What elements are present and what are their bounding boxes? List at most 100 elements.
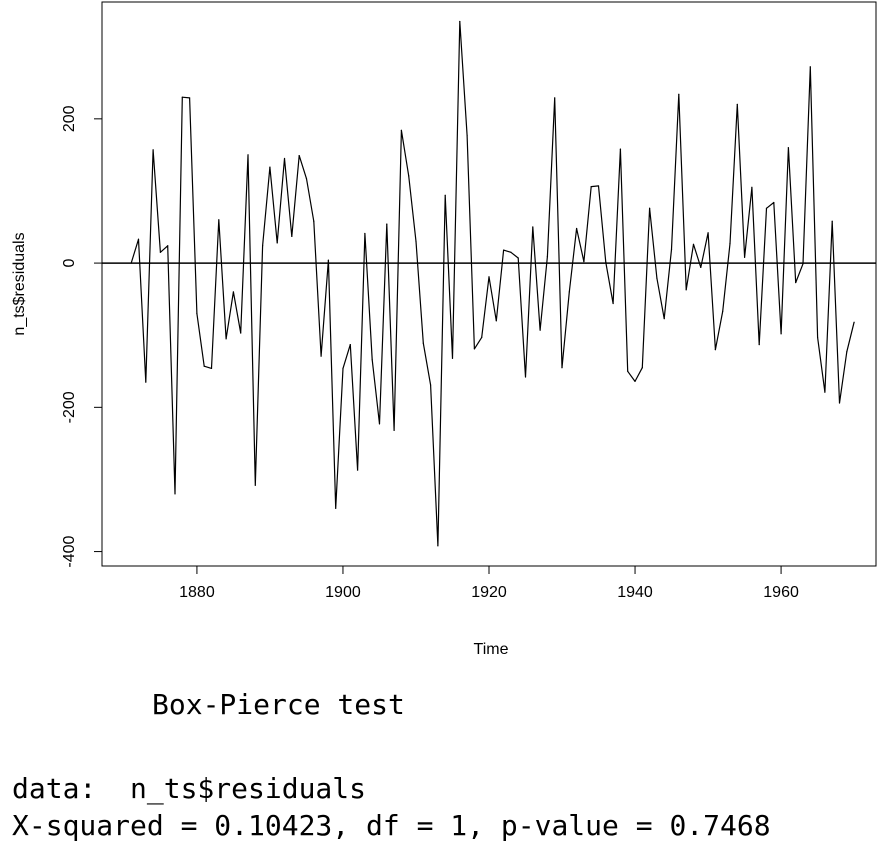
residual-point [554,97,556,99]
residual-point [378,423,381,425]
residual-point [364,232,366,235]
residual-point [189,97,191,99]
x-tick-label: 1960 [763,584,799,601]
residual-point [532,226,534,228]
residual-point [510,251,512,253]
residual-point [802,263,804,265]
residual-point [685,289,687,291]
residual-point [700,266,702,269]
residual-point [130,262,132,264]
x-axis: 1880 1900 1920 1940 1960 [179,565,799,601]
x-tick-label: 1920 [471,584,507,601]
residual-point [816,336,819,338]
residual-point [459,20,461,23]
residual-point [634,380,636,382]
plot-frame [101,1,877,567]
residual-point [218,219,220,221]
x-tick-label: 1900 [325,584,361,601]
residual-point [641,367,643,369]
residual-point [152,149,154,151]
residual-point [408,175,410,177]
test-statistic-line: X-squared = 0.10423, df = 1, p-value = 0… [12,809,771,842]
residual-point [240,332,242,334]
residual-point [546,255,549,258]
residual-point [254,484,256,486]
residual-point [203,365,205,367]
residual-point [393,429,395,432]
residual-point [356,469,359,471]
residual-point [670,248,673,250]
residual-point [429,384,432,386]
residual-point [196,312,198,315]
residual-point [831,220,833,222]
residual-point [605,261,607,263]
residual-point [503,249,505,251]
residual-point [247,154,249,156]
residual-point [488,276,490,278]
residual-point [145,381,147,383]
test-title: Box-Pierce test [152,688,405,721]
residual-point [415,240,417,243]
residual-point [663,318,665,320]
residual-point [473,348,475,350]
residual-point [758,343,760,346]
residual-point [539,329,541,331]
residual-point [167,245,169,247]
residual-point [291,235,293,237]
residual-points [130,20,855,547]
residual-point [722,310,724,313]
residual-point [481,336,483,338]
y-tick-label: -200 [61,391,78,423]
residual-point [269,166,271,168]
residual-point [846,351,848,353]
residual-point [422,342,424,344]
residual-point [583,261,585,263]
residual-point [437,545,439,547]
y-tick-label: 200 [61,105,78,132]
residual-point [619,148,622,150]
residual-point [597,185,600,187]
residual-point [568,291,570,293]
residual-point [612,302,614,305]
residual-point [627,370,629,372]
residual-point [576,227,578,230]
residual-point [298,155,300,157]
residual-point [809,66,811,68]
residual-point [313,220,315,222]
y-tick-label: 0 [61,259,78,268]
x-tick-label: 1880 [179,584,215,601]
residual-point [707,232,709,234]
residual-point [276,242,278,244]
residual-point [656,277,658,279]
y-axis-label: n_ts$residuals [11,232,28,335]
residual-point [743,256,746,258]
residual-point [327,259,329,261]
residual-point [371,359,373,361]
residual-point [262,245,264,247]
residuals-series-line [130,20,855,547]
residual-point [736,103,738,106]
residual-point [305,178,308,180]
residual-point [517,257,519,259]
residual-point [678,93,680,95]
residual-point [751,186,753,188]
residual-point [444,194,446,196]
residual-point [225,338,227,340]
residual-point [765,207,768,209]
residual-point [787,147,789,149]
residual-point [451,357,454,359]
y-axis: -400 -200 0 200 [61,105,103,568]
residual-point [386,223,388,225]
residual-point [466,134,468,137]
residual-point [729,243,731,245]
residual-point [137,238,140,240]
residual-point [780,333,782,335]
residual-point [159,251,162,253]
residual-point [495,320,497,322]
residual-point [524,376,527,378]
y-tick-label: -400 [61,535,78,567]
time-series-plot: 1880 1900 1920 1940 1960 -400 -200 0 200 Time n… [11,1,877,658]
residual-point [692,243,695,245]
residual-point [649,207,651,209]
residual-point [561,367,563,369]
